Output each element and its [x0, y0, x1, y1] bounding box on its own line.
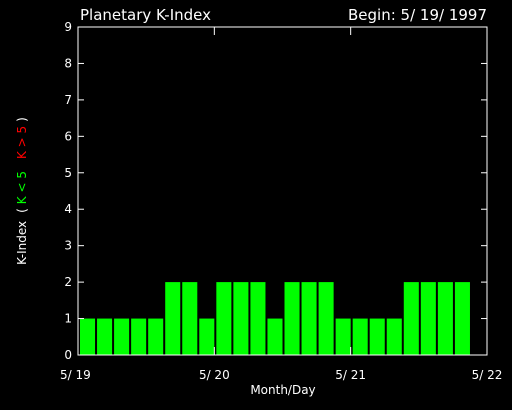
bar-12 — [284, 282, 300, 355]
x-tick-label-1: 5/ 20 — [199, 368, 230, 382]
y-tick-label-2: 2 — [64, 275, 72, 289]
y-axis-title-open: ( — [15, 208, 29, 213]
y-tick-label-6: 6 — [64, 129, 72, 143]
bar-17 — [369, 318, 385, 355]
bar-18 — [386, 318, 402, 355]
bar-16 — [352, 318, 368, 355]
bar-5 — [165, 282, 181, 355]
y-tick-label-4: 4 — [64, 202, 72, 216]
x-tick-label-0: 5/ 19 — [60, 368, 91, 382]
y-tick-label-9: 9 — [64, 20, 72, 34]
bar-10 — [250, 282, 266, 355]
bar-22 — [454, 282, 470, 355]
y-tick-label-5: 5 — [64, 166, 72, 180]
bar-11 — [267, 318, 283, 355]
plot-frame — [77, 26, 488, 356]
bar-14 — [318, 282, 334, 355]
bar-21 — [437, 282, 453, 355]
bar-13 — [301, 282, 317, 355]
bar-19 — [403, 282, 419, 355]
y-tick-label-1: 1 — [64, 312, 72, 326]
y-axis-ticks: 0 1 2 3 4 5 6 7 8 9 — [64, 20, 487, 362]
y-tick-label-3: 3 — [64, 239, 72, 253]
x-tick-label-2: 5/ 21 — [335, 368, 366, 382]
y-axis-title: K-Index ( K < 5 K > 5) — [15, 117, 29, 265]
chart-title: Planetary K-Index — [80, 6, 211, 24]
y-axis-title-low: K < 5 — [15, 171, 29, 204]
y-axis-title-close: ) — [15, 117, 29, 122]
bar-0 — [80, 318, 96, 355]
x-tick-label-3: 5/ 22 — [472, 368, 503, 382]
bar-20 — [420, 282, 436, 355]
bar-4 — [148, 318, 164, 355]
bar-8 — [216, 282, 232, 355]
begin-date-label: Begin: 5/ 19/ 1997 — [348, 6, 487, 24]
y-axis-title-prefix: K-Index — [15, 221, 29, 265]
y-axis-title-high: K > 5 — [15, 126, 29, 159]
bar-9 — [233, 282, 249, 355]
bars-group — [80, 282, 470, 355]
y-tick-label-8: 8 — [64, 56, 72, 70]
bar-6 — [182, 282, 198, 355]
bar-2 — [114, 318, 130, 355]
x-axis-ticks: 5/ 19 5/ 20 5/ 21 5/ 22 — [60, 27, 502, 382]
y-tick-label-0: 0 — [64, 348, 72, 362]
y-tick-label-7: 7 — [64, 93, 72, 107]
bar-7 — [199, 318, 215, 355]
x-axis-title: Month/Day — [250, 383, 315, 397]
bar-1 — [97, 318, 113, 355]
bar-15 — [335, 318, 351, 355]
bar-3 — [131, 318, 147, 355]
